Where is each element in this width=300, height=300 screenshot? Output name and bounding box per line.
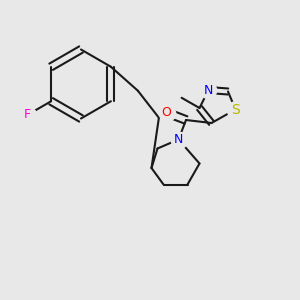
Text: O: O [162,106,171,119]
Text: N: N [174,133,183,146]
Text: N: N [204,83,213,97]
Text: F: F [24,108,31,121]
Text: S: S [231,103,240,116]
